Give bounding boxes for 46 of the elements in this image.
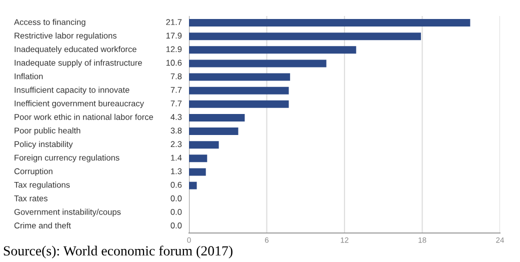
bar [189, 60, 326, 68]
data-label: 0.0 [170, 195, 182, 202]
y-tick-label: Poor public health [14, 127, 80, 136]
bar [189, 154, 208, 162]
bar [189, 46, 356, 54]
y-tick-label: Crime and theft [14, 222, 71, 228]
y-tick-label: Foreign currency regulations [14, 154, 120, 162]
data-label: 21.7 [166, 19, 182, 25]
data-label: 0.6 [170, 182, 182, 188]
data-label: 17.9 [166, 32, 182, 39]
y-tick-label: Tax regulations [14, 182, 70, 190]
data-label: 10.6 [166, 60, 182, 66]
data-label: 1.3 [171, 168, 182, 174]
bar [189, 168, 206, 176]
y-tick-label: Restrictive labor regulations [14, 32, 117, 40]
data-label: 4.3 [170, 114, 182, 120]
y-tick-label: Corruption [14, 168, 52, 176]
y-tick-label: Inefficient government bureaucracy [14, 100, 144, 108]
data-label: 7.7 [170, 100, 182, 106]
y-tick-label: Insufficient capacity to innovate [14, 86, 130, 94]
bar [189, 141, 219, 149]
data-label: 0.0 [170, 208, 182, 215]
bar [189, 100, 289, 108]
bar [189, 32, 421, 40]
data-label: 12.9 [166, 46, 182, 52]
y-tick-label: Tax rates [14, 196, 48, 202]
data-label: 7.7 [170, 87, 182, 93]
data-label: 0.0 [170, 222, 182, 228]
data-label: 7.8 [170, 73, 182, 80]
y-tick-label: Access to financing [14, 18, 86, 27]
bar [189, 73, 290, 81]
bar [189, 114, 245, 122]
data-label: 3.8 [170, 128, 182, 134]
bar [189, 182, 197, 190]
y-tick-label: Poor work ethic in national labor force [14, 114, 154, 120]
y-tick-label: Government instability/coups [14, 208, 121, 217]
bar [189, 86, 289, 94]
data-label: 1.4 [171, 154, 182, 161]
y-tick-label: Inflation [14, 73, 43, 80]
y-tick-label: Policy instability [14, 140, 73, 149]
bar [189, 128, 238, 136]
bar [189, 19, 470, 27]
y-tick-label: Inadequately educated workforce [14, 46, 136, 54]
y-tick-label: Inadequate supply of infrastructure [14, 60, 142, 68]
data-label: 2.3 [170, 141, 182, 148]
source-note: Source(s): World economic forum (2017) [4, 246, 232, 258]
